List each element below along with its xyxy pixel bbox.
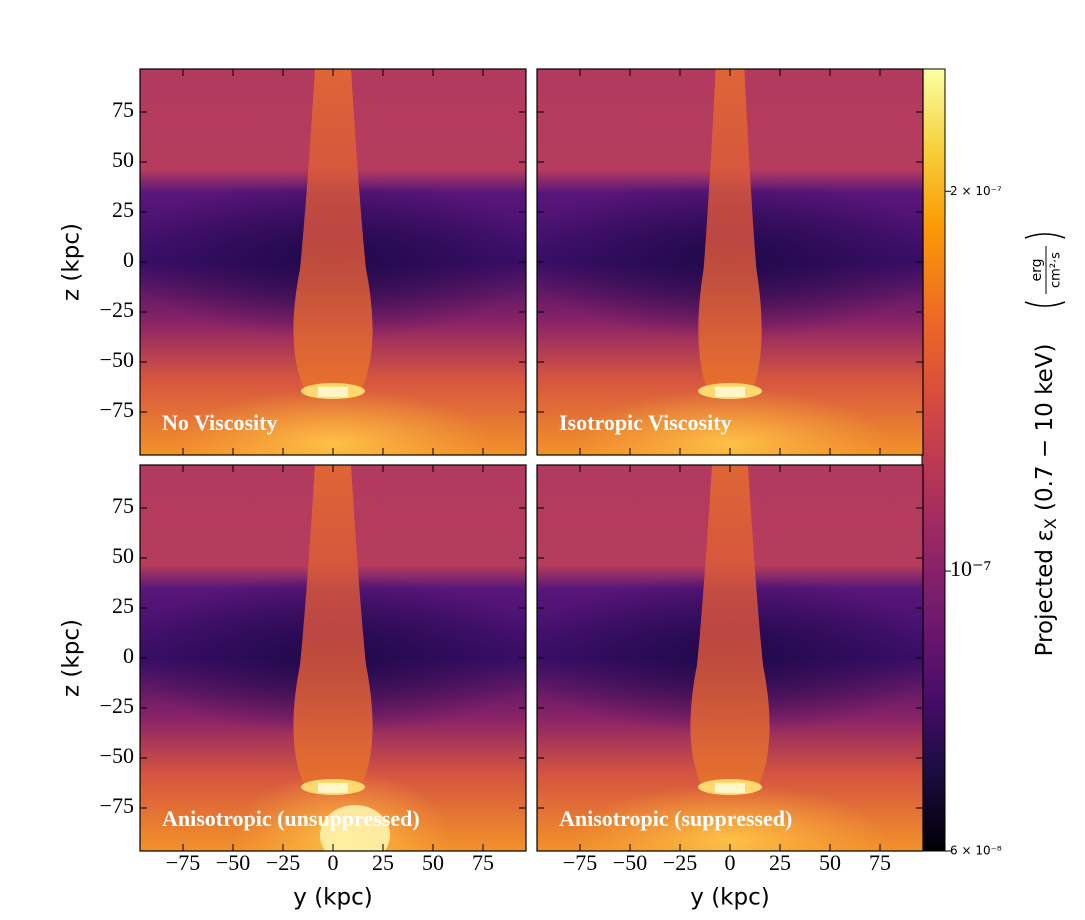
panel-title: Anisotropic (suppressed): [559, 806, 792, 831]
y-tick-label: 25: [112, 593, 134, 618]
y-tick-label: 50: [112, 543, 134, 568]
panel-title: Isotropic Viscosity: [559, 410, 732, 435]
bottom-glow: [570, 785, 890, 851]
x-tick-label: −25: [663, 850, 697, 875]
x-axis-label: y (kpc): [690, 885, 769, 911]
jet-core: [318, 387, 348, 397]
y-tick-label: −25: [100, 693, 134, 718]
y-axis-label: z (kpc): [59, 619, 85, 697]
label-rest: (0.7 − 10 keV): [1032, 344, 1058, 519]
y-axis-label: z (kpc): [59, 223, 85, 301]
x-tick-label: 75: [869, 850, 891, 875]
colorbar-title: Projected εX (0.7 − 10 keV): [1032, 344, 1060, 657]
y-tick-label: −25: [100, 297, 134, 322]
jet-core: [318, 783, 348, 793]
jet: [698, 69, 762, 399]
jet: [293, 465, 373, 795]
panel-title: No Viscosity: [162, 410, 278, 435]
panel-image: No Viscosity: [139, 68, 527, 456]
x-tick-label: −75: [166, 850, 200, 875]
y-tick-label: −50: [100, 347, 134, 372]
bottom-glow: [570, 389, 890, 455]
units-num: erg: [1029, 258, 1045, 281]
x-tick-label: 75: [472, 850, 494, 875]
x-tick-label: 50: [819, 850, 841, 875]
jet-core: [715, 387, 745, 397]
x-axis-label: y (kpc): [293, 885, 372, 911]
y-tick-label: 0: [123, 643, 134, 668]
x-tick-label: 25: [372, 850, 394, 875]
y-tick-label: −50: [100, 743, 134, 768]
x-tick-label: −50: [216, 850, 250, 875]
paren: [1024, 233, 1066, 307]
jet-core: [715, 783, 745, 793]
panel-image: Anisotropic (unsuppressed): [139, 464, 527, 852]
x-tick-label: −25: [266, 850, 300, 875]
image: [140, 69, 526, 455]
x-tick-label: 0: [725, 850, 736, 875]
colorbar-tick-label: 2 × 10⁻⁷: [950, 184, 1002, 198]
y-tick-label: 75: [112, 493, 134, 518]
y-tick-label: 0: [123, 247, 134, 272]
x-tick-label: 0: [328, 850, 339, 875]
panel-title: Anisotropic (unsuppressed): [162, 806, 420, 831]
jet: [690, 465, 770, 795]
bottom-glow: [173, 389, 493, 455]
units-den: cm²·s: [1049, 252, 1064, 288]
label-main: Projected ε: [1032, 529, 1058, 656]
y-tick-label: 50: [112, 147, 134, 172]
label-sub: X: [1041, 518, 1060, 529]
colorbar-tick-label: 10⁻⁷: [950, 556, 991, 581]
colorbar: [921, 68, 946, 852]
jet: [293, 69, 373, 399]
y-tick-label: −75: [100, 793, 134, 818]
y-tick-label: 75: [112, 97, 134, 122]
y-tick-label: −75: [100, 397, 134, 422]
hot-spot: [320, 805, 390, 851]
x-tick-label: −50: [613, 850, 647, 875]
image: [537, 69, 923, 455]
x-tick-label: 50: [422, 850, 444, 875]
panel-image: Anisotropic (suppressed): [536, 464, 924, 852]
x-tick-label: −75: [563, 850, 597, 875]
image: [537, 465, 923, 851]
image: [140, 465, 526, 851]
panel-image: Isotropic Viscosity: [536, 68, 924, 456]
x-tick-label: 25: [769, 850, 791, 875]
colorbar-label: Projected εX (0.7 − 10 keV) erg cm²·s: [1024, 233, 1066, 657]
y-tick-label: 25: [112, 197, 134, 222]
colorbar-tick-label: 6 × 10⁻⁸: [950, 844, 1002, 858]
